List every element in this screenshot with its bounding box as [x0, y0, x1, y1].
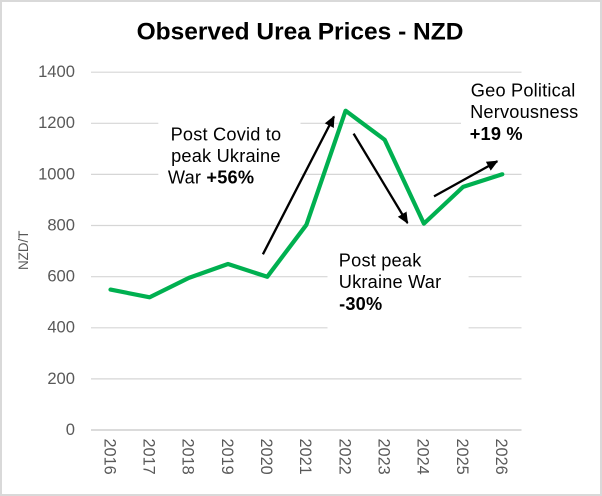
- svg-text:Observed Urea Prices - NZD: Observed Urea Prices - NZD: [137, 19, 464, 46]
- svg-text:2016: 2016: [100, 439, 118, 475]
- svg-text:+19 %: +19 %: [470, 124, 523, 144]
- svg-text:-30%: -30%: [339, 294, 382, 314]
- svg-text:200: 200: [47, 369, 75, 388]
- svg-text:2022: 2022: [335, 439, 353, 475]
- svg-text:Post Covid to: Post Covid to: [171, 125, 282, 145]
- svg-text:peak Ukraine: peak Ukraine: [171, 146, 281, 166]
- svg-text:2026: 2026: [492, 439, 510, 475]
- svg-text:2018: 2018: [179, 439, 197, 475]
- svg-text:800: 800: [47, 215, 75, 234]
- svg-text:2024: 2024: [414, 439, 432, 475]
- svg-text:2017: 2017: [140, 439, 158, 475]
- svg-text:400: 400: [47, 318, 75, 337]
- svg-text:2023: 2023: [375, 439, 393, 475]
- svg-text:1200: 1200: [38, 113, 75, 132]
- svg-text:Ukraine War: Ukraine War: [339, 272, 442, 292]
- svg-text:War +56%: War +56%: [168, 168, 254, 188]
- svg-text:2020: 2020: [257, 439, 275, 475]
- svg-text:1400: 1400: [38, 62, 75, 81]
- svg-text:NZD/T: NZD/T: [16, 231, 31, 270]
- svg-text:2021: 2021: [296, 439, 314, 475]
- svg-text:600: 600: [47, 267, 75, 286]
- svg-text:2025: 2025: [453, 439, 471, 475]
- svg-text:1000: 1000: [38, 164, 75, 183]
- svg-text:0: 0: [66, 420, 75, 439]
- svg-text:Post peak: Post peak: [339, 251, 422, 271]
- svg-text:Nervousness: Nervousness: [470, 102, 578, 122]
- svg-text:Geo Political: Geo Political: [471, 81, 576, 101]
- svg-text:2019: 2019: [218, 439, 236, 475]
